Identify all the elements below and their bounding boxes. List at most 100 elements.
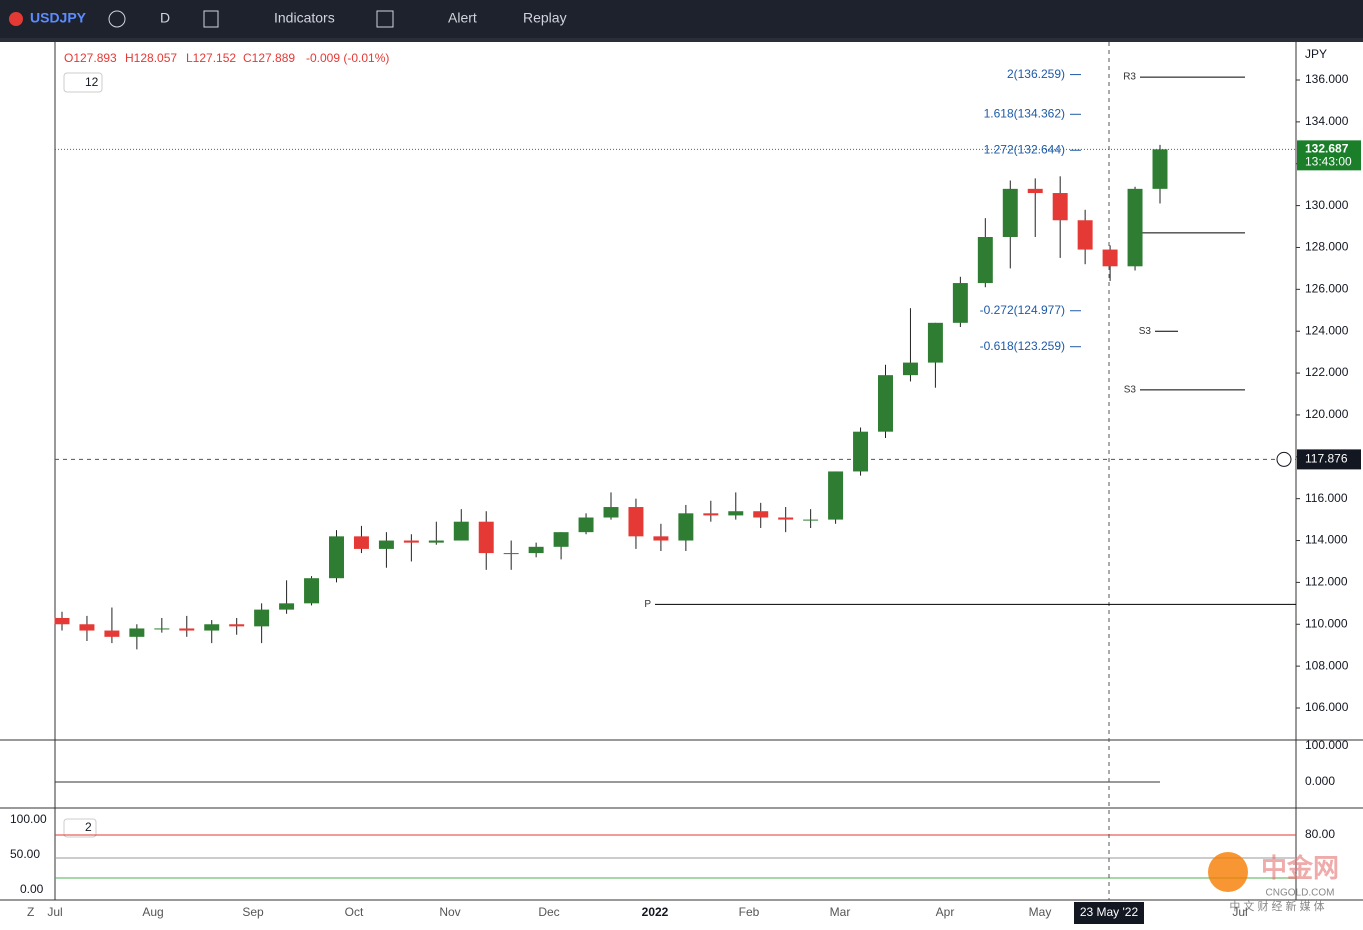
watermark-slogan: 中 文 财 经 新 媒 体 xyxy=(1229,899,1324,913)
candle-body xyxy=(878,375,893,432)
candle-body xyxy=(503,553,519,555)
fib-label: -0.618(123.259) xyxy=(980,339,1065,353)
price-tick-label: 128.000 xyxy=(1305,240,1349,254)
chart-type-button[interactable] xyxy=(203,10,219,28)
compare-button[interactable] xyxy=(108,10,126,28)
candle-body xyxy=(129,628,145,637)
candle-body xyxy=(803,519,819,521)
candle-body xyxy=(179,628,195,631)
candle-body xyxy=(628,507,644,537)
candle-body xyxy=(952,283,968,323)
candle-body xyxy=(778,517,794,520)
crosshair-price-tag xyxy=(1297,449,1361,470)
candle-body xyxy=(478,521,494,554)
replay-button[interactable]: Replay xyxy=(523,10,567,26)
legend-high: H128.057 xyxy=(125,51,177,65)
time-label: Jul xyxy=(1232,905,1247,919)
candle-body xyxy=(1027,188,1043,194)
candle-body xyxy=(1127,188,1143,267)
time-label: Aug xyxy=(142,905,163,919)
legend-close: C127.889 xyxy=(243,51,295,65)
legend-low: L127.152 xyxy=(186,51,236,65)
candle-body xyxy=(528,546,544,554)
candle-body xyxy=(1102,249,1118,267)
axis-unit: JPY xyxy=(1305,47,1327,61)
pivot-label: R3 xyxy=(1123,72,1136,83)
fib-label: 2(136.259) xyxy=(1007,67,1065,81)
fib-label: 1.618(134.362) xyxy=(984,106,1065,120)
candle-body xyxy=(428,540,444,543)
zoom-button[interactable]: Z xyxy=(27,905,34,919)
candle-body xyxy=(79,624,95,631)
watermark-logo xyxy=(1208,852,1248,892)
interval[interactable]: D xyxy=(160,10,170,26)
price-tick-label: 122.000 xyxy=(1305,365,1349,379)
candle-body xyxy=(353,536,369,549)
pane3-tick: 0.00 xyxy=(20,882,44,896)
candle-body xyxy=(902,362,918,376)
symbol-icon xyxy=(9,12,23,26)
candle-body xyxy=(154,628,170,630)
candle-body xyxy=(229,624,245,627)
candle-body xyxy=(553,532,569,547)
price-tick-label: 120.000 xyxy=(1305,407,1349,421)
candle-body xyxy=(728,511,744,516)
candle-body xyxy=(703,513,719,516)
price-tick-label: 124.000 xyxy=(1305,323,1349,337)
price-tick-label: 110.000 xyxy=(1305,616,1348,630)
pane3-tick: 80.00 xyxy=(1305,827,1335,841)
time-label: Apr xyxy=(936,905,955,919)
candle-body xyxy=(329,536,344,579)
add-button[interactable] xyxy=(1276,451,1292,467)
candle-body xyxy=(977,237,993,284)
candle-body xyxy=(1077,220,1093,250)
symbol[interactable]: USDJPY xyxy=(30,10,87,26)
candle-body xyxy=(54,617,70,625)
study-toggle[interactable] xyxy=(63,818,97,838)
pane2-tick: 0.000 xyxy=(1305,774,1335,788)
separator xyxy=(0,38,1363,42)
pane2-tick: 100.000 xyxy=(1305,738,1349,752)
study-toggle[interactable] xyxy=(63,72,103,93)
alert-button[interactable]: Alert xyxy=(448,10,477,26)
price-tick-label: 114.000 xyxy=(1305,533,1348,547)
last-price: 132.687 xyxy=(1305,142,1349,156)
candle-body xyxy=(1002,188,1018,237)
time-label: Jul xyxy=(47,905,62,919)
candle-body xyxy=(927,322,943,363)
watermark-name: 中金网 xyxy=(1261,853,1339,883)
candle-body xyxy=(378,540,394,549)
candle-body xyxy=(403,540,419,543)
last-price-tag xyxy=(1297,140,1361,171)
candle-body xyxy=(578,517,594,533)
fib-label: -0.272(124.977) xyxy=(980,303,1065,317)
time-label: Feb xyxy=(739,905,760,919)
crosshair-price: 117.876 xyxy=(1305,452,1348,466)
templates-button[interactable] xyxy=(376,10,394,28)
time-label: Oct xyxy=(345,905,364,919)
candle-body xyxy=(453,521,469,541)
time-label: 2022 xyxy=(642,905,669,919)
crosshair-time: 23 May '22 xyxy=(1080,905,1139,919)
time-label: Nov xyxy=(439,905,460,919)
candle-body xyxy=(853,431,869,472)
indicators-button[interactable]: Indicators xyxy=(274,10,335,26)
candle-body xyxy=(104,630,120,637)
legend-open: O127.893 xyxy=(64,51,117,65)
price-tick-label: 108.000 xyxy=(1305,658,1349,672)
candle-body xyxy=(204,624,220,631)
watermark-site: CNGOLD.COM xyxy=(1266,888,1335,899)
countdown: 13:43:00 xyxy=(1305,155,1352,169)
price-tick-label: 134.000 xyxy=(1305,114,1349,128)
toolbar xyxy=(0,0,1363,38)
pane3-tick: 50.00 xyxy=(10,847,40,861)
candle-body xyxy=(1152,149,1168,189)
candle-body xyxy=(753,511,769,518)
candle-body xyxy=(1052,193,1068,221)
time-label: Sep xyxy=(242,905,264,919)
pivot-label: P xyxy=(644,599,651,610)
price-tick-label: 136.000 xyxy=(1305,72,1349,86)
candle-body xyxy=(678,513,694,541)
